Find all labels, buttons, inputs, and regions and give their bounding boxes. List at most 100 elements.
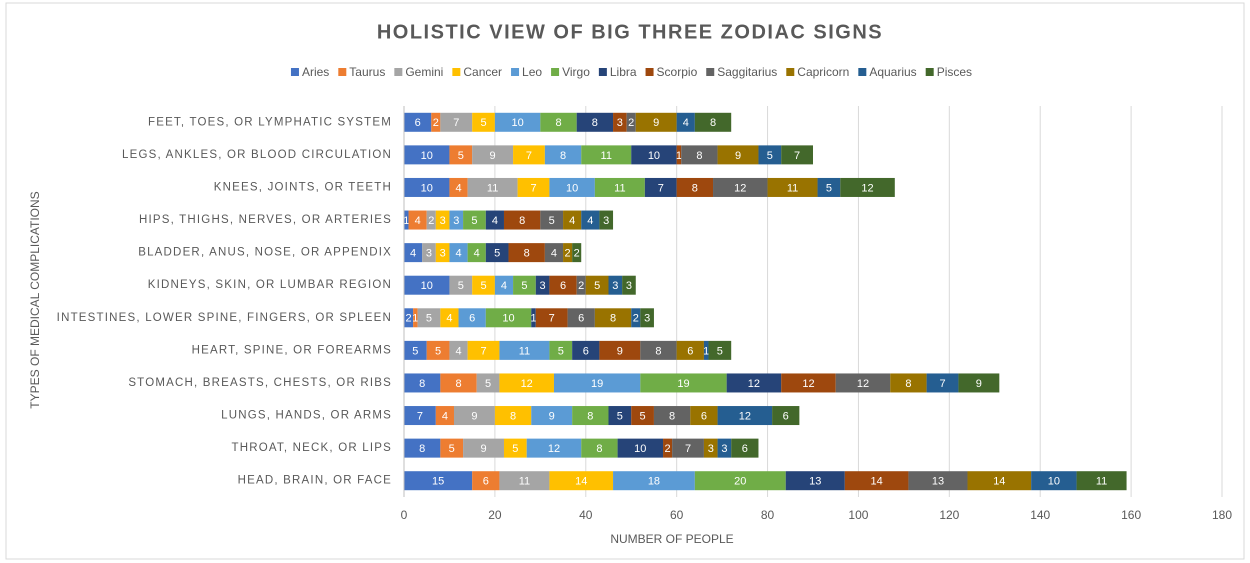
data-label: 5 — [494, 248, 500, 260]
data-label: 5 — [594, 280, 600, 292]
bar-segment — [426, 210, 436, 230]
data-label: 5 — [485, 378, 491, 390]
y-tick-label: FEET, TOES, OR LYMPHATIC SYSTEM — [148, 116, 392, 128]
bar-segment — [672, 438, 704, 458]
data-label: 5 — [480, 280, 486, 292]
legend: Aries Taurus Gemini Cancer Leo Virgo Libra Scor… — [290, 65, 972, 79]
data-label: 15 — [432, 476, 444, 488]
data-label: 4 — [410, 248, 416, 260]
bar-segment — [449, 340, 468, 360]
bar-segment — [404, 438, 441, 458]
bar-segment — [404, 145, 450, 165]
data-label: 6 — [483, 476, 489, 488]
bar-segment — [599, 340, 641, 360]
bar-segment — [526, 438, 582, 458]
data-label: 6 — [560, 280, 566, 292]
data-label: 4 — [455, 182, 461, 194]
bar-segment — [499, 471, 550, 491]
bar-segment — [499, 373, 554, 393]
legend-label: Leo — [522, 65, 542, 79]
bar-segment — [572, 243, 582, 263]
bar-segment — [676, 177, 714, 197]
data-label: 6 — [783, 410, 789, 422]
bar-segment — [404, 406, 436, 426]
data-label: 8 — [596, 443, 602, 455]
data-label: 7 — [685, 443, 691, 455]
data-label: 8 — [610, 313, 616, 325]
data-label: 7 — [549, 313, 555, 325]
bar-segment — [608, 406, 632, 426]
data-label: 5 — [435, 345, 441, 357]
bar-segment — [635, 112, 677, 132]
legend-label: Gemini — [405, 65, 443, 79]
data-label: 8 — [519, 215, 525, 227]
data-label: 5 — [640, 410, 646, 422]
data-label: 2 — [428, 215, 434, 227]
bar-segment — [458, 308, 486, 328]
legend-label: Aquarius — [869, 65, 916, 79]
bar-segment — [781, 373, 836, 393]
bar-segment — [467, 243, 486, 263]
bar-segment — [404, 308, 414, 328]
bar-segment — [617, 438, 664, 458]
bar-segment — [463, 438, 504, 458]
data-label: 12 — [861, 182, 873, 194]
bar-segment — [967, 471, 1032, 491]
bar-segment — [435, 406, 454, 426]
data-label: 7 — [417, 410, 423, 422]
data-label: 8 — [419, 443, 425, 455]
bar-segment — [435, 243, 450, 263]
data-label: 8 — [655, 345, 661, 357]
bar-segment — [435, 210, 450, 230]
data-label: 11 — [601, 150, 612, 162]
x-tick-label: 160 — [1121, 508, 1141, 522]
data-label: 10 — [502, 313, 514, 325]
bar-segment — [640, 373, 727, 393]
bar-segment — [676, 112, 695, 132]
bar-segment — [472, 112, 495, 132]
data-label: 5 — [767, 150, 773, 162]
bar-segment — [631, 406, 654, 426]
bar-segment — [653, 406, 691, 426]
data-label: 7 — [480, 345, 486, 357]
x-tick-label: 120 — [939, 508, 959, 522]
data-label: 19 — [591, 378, 603, 390]
bar-segment — [585, 275, 609, 295]
bar-segment — [449, 210, 464, 230]
bar-segment — [404, 210, 409, 230]
bar-segment — [544, 243, 564, 263]
data-label: 8 — [524, 248, 530, 260]
bar-segment — [408, 210, 427, 230]
data-label: 4 — [442, 410, 448, 422]
data-label: 2 — [633, 313, 639, 325]
bar-segment — [640, 340, 677, 360]
bar-segment — [453, 406, 495, 426]
data-label: 7 — [526, 150, 532, 162]
data-label: 9 — [735, 150, 741, 162]
data-label: 10 — [566, 182, 578, 194]
bar-segment — [449, 177, 468, 197]
bar-segment — [404, 471, 473, 491]
bar-segment — [449, 145, 473, 165]
legend-swatch — [511, 68, 520, 76]
bar-segment — [844, 471, 909, 491]
bar-segment — [449, 243, 468, 263]
bar-segment — [476, 373, 500, 393]
bar-segment — [531, 308, 536, 328]
bar-segment — [440, 112, 473, 132]
x-tick-label: 140 — [1030, 508, 1050, 522]
bar-segment — [581, 210, 600, 230]
bar-segment — [503, 210, 541, 230]
x-tick-label: 60 — [670, 508, 684, 522]
bar-segment — [681, 145, 718, 165]
legend-label: Cancer — [463, 65, 502, 79]
bar-segment — [485, 243, 509, 263]
data-label: 9 — [976, 378, 982, 390]
bar-segment — [540, 210, 564, 230]
data-label: 4 — [415, 215, 421, 227]
data-label: 5 — [458, 280, 464, 292]
data-label: 3 — [440, 248, 446, 260]
data-label: 11 — [519, 476, 530, 488]
bar-segment — [540, 112, 577, 132]
data-label: 5 — [426, 313, 432, 325]
